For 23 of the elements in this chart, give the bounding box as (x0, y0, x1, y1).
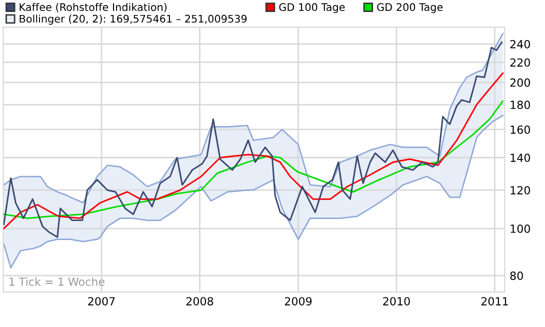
y-tick-label: 140 (510, 154, 530, 162)
x-tick-label: 2007 (88, 297, 115, 306)
y-tick-label: 120 (510, 186, 530, 194)
legend-label: Kaffee (Rohstoffe Indikation) (20, 2, 167, 12)
legend-label: GD 200 Tage (377, 3, 443, 14)
y-tick-label: 220 (510, 58, 530, 67)
line-series (3, 114, 504, 269)
x-tick-label: 2010 (383, 297, 410, 306)
legend-label: GD 100 Tage (279, 3, 345, 14)
x-tick-label: 2009 (284, 297, 312, 306)
x-tick-label: 2011 (481, 297, 508, 306)
annotation: 1 Tick = 1 Woche (10, 277, 104, 286)
y-tick-label: 240 (510, 40, 530, 48)
line-series (3, 42, 502, 238)
y-tick-label: 180 (510, 100, 530, 110)
y-tick-label: 100 (510, 224, 530, 233)
legend-label: Bollinger (20, 2): 169,575461 – 251,009539 (20, 14, 247, 25)
line-series (3, 100, 504, 220)
y-tick-label: 160 (510, 125, 530, 134)
y-tick-label: 200 (510, 78, 530, 87)
y-tick-label: 80 (510, 272, 523, 280)
line-series (3, 72, 504, 230)
x-tick-label: 2008 (186, 297, 214, 306)
